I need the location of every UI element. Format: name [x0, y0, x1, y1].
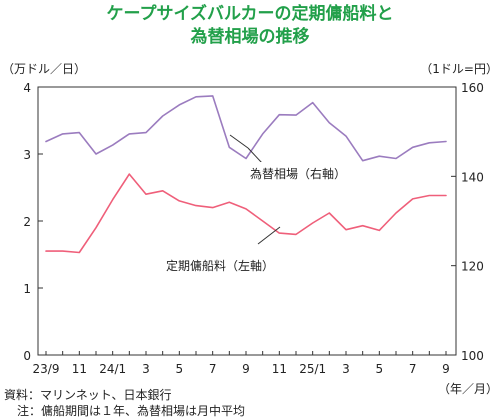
fx-rate-line [45, 95, 447, 162]
x-tick-label: 3 [142, 362, 150, 376]
right-y-tick-label: 120 [461, 260, 484, 274]
chart-subtitle: 為替相場の推移 [191, 26, 310, 47]
legend-label-fx: 為替相場（右軸） [250, 166, 346, 181]
x-tick-label: 24/1 [99, 362, 126, 376]
left-y-tick-label: 4 [23, 81, 31, 95]
left-y-tick-label: 1 [23, 282, 31, 296]
x-tick-label: 11 [272, 362, 287, 376]
chart-title: ケープサイズバルカーの定期傭船料と [107, 3, 394, 24]
callout-box-charter [161, 254, 287, 276]
series-lines [45, 95, 447, 254]
left-axis-unit: （万ドル／日） [2, 62, 86, 76]
x-tick-label: 5 [376, 362, 384, 376]
x-tick-label: 7 [209, 362, 217, 376]
x-tick-label: 5 [176, 362, 184, 376]
footnote: 注：傭船期間は１年、為替相場は月中平均 [17, 403, 245, 418]
x-axis-unit: （年／月） [438, 382, 498, 396]
legend-label-charter: 定期傭船料（左軸） [166, 258, 274, 273]
right-y-tick-label: 160 [461, 81, 484, 95]
left-y-tick-label: 0 [23, 349, 31, 363]
x-tick-label: 3 [342, 362, 350, 376]
x-tick-label: 25/1 [299, 362, 326, 376]
source-note: 資料：マリンネット、日本銀行 [4, 388, 172, 402]
x-tick-label: 7 [409, 362, 417, 376]
charter-rate-line [45, 173, 447, 254]
right-y-tick-label: 140 [461, 170, 484, 184]
callout-leader-charter [257, 226, 281, 245]
x-tick-label: 9 [242, 362, 250, 376]
x-tick-label: 11 [72, 362, 87, 376]
callout-leader-fx [229, 134, 249, 149]
right-axis-unit: （1ドル=円） [420, 62, 498, 76]
left-y-tick-label: 2 [23, 215, 31, 229]
axes: 0 1 2 3 4 100 120 140 160 23/9 11 24/1 3 5 7 9 11 25/1 3 5 7… [23, 81, 484, 376]
callout-leader-fx-2 [247, 147, 263, 164]
right-y-tick-label: 100 [461, 349, 484, 363]
callout-box-fx [245, 162, 351, 184]
x-tick-label: 23/9 [33, 362, 60, 376]
x-tick-label: 9 [442, 362, 450, 376]
left-y-tick-label: 3 [23, 148, 31, 162]
